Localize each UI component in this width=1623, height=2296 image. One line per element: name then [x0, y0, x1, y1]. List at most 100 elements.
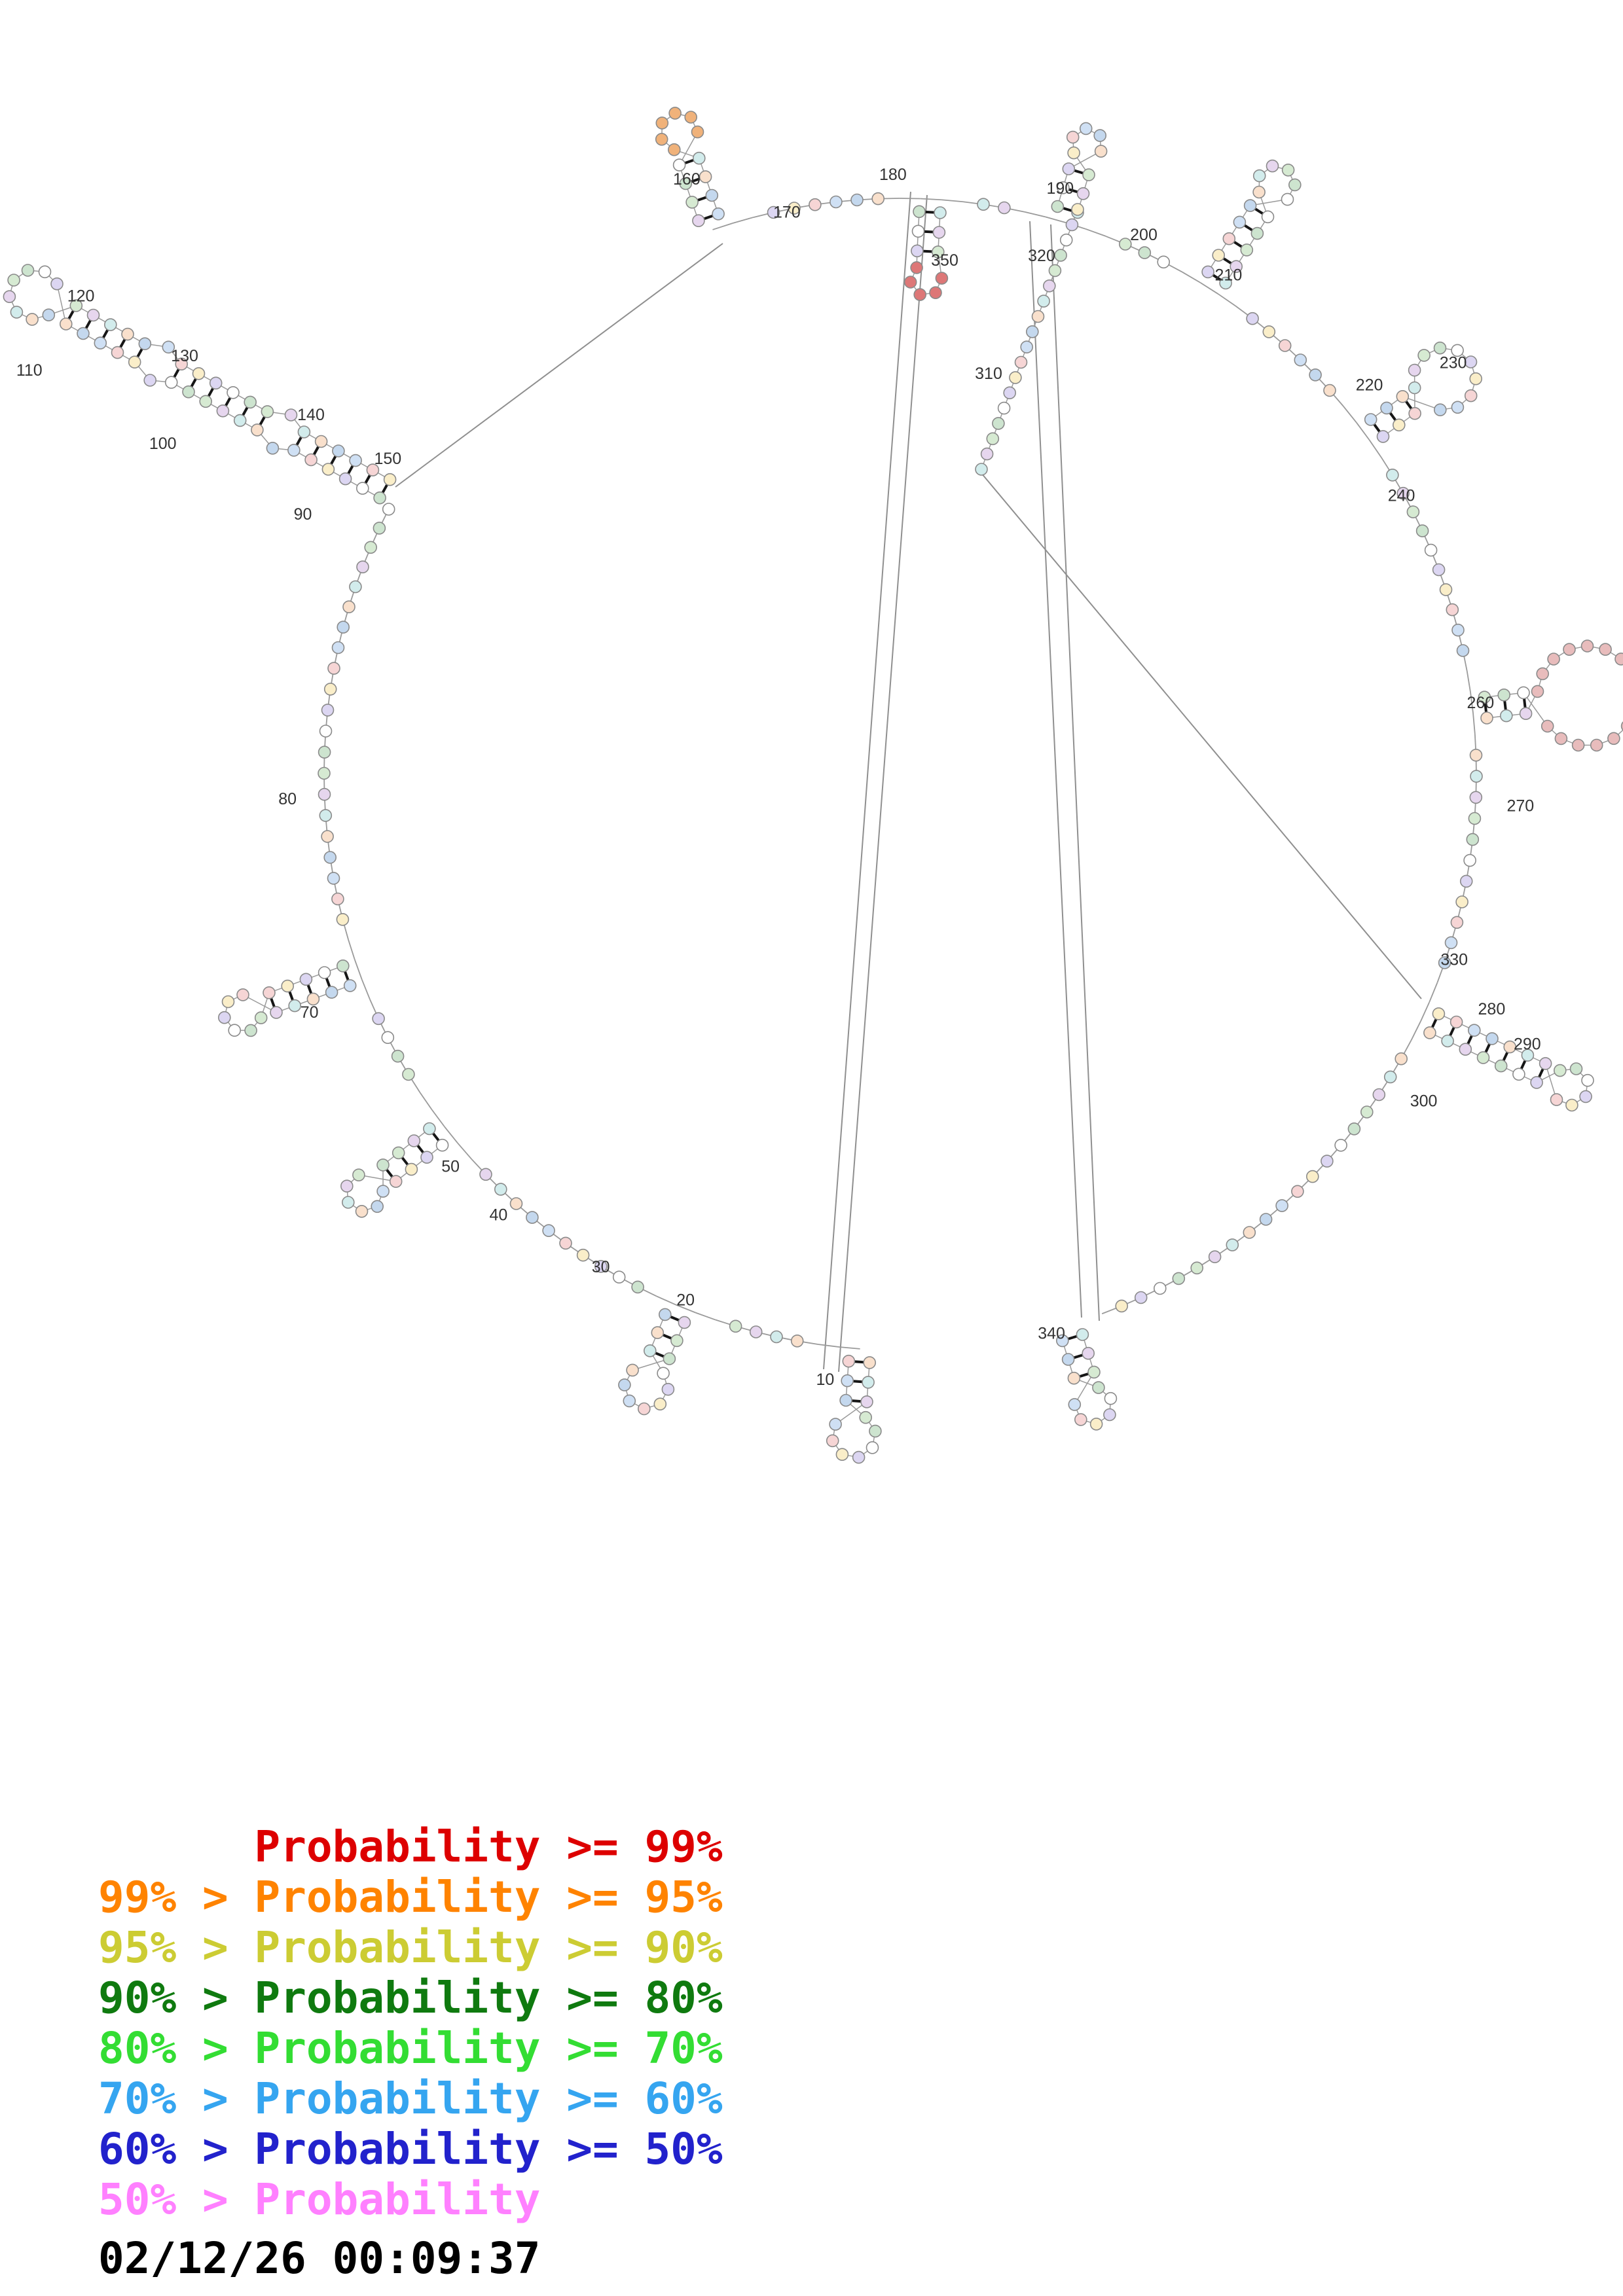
nucleotide-dot	[1539, 1057, 1552, 1070]
nucleotide-dot	[373, 522, 386, 535]
nucleotide-dot	[1466, 833, 1480, 846]
nucleotide-dot	[251, 423, 264, 437]
nucleotide-dot	[1554, 732, 1568, 745]
nucleotide-dot	[343, 979, 357, 992]
nucleotide-dot	[1082, 1346, 1095, 1360]
nucleotide-dot	[975, 463, 988, 476]
position-label: 330	[1440, 950, 1468, 969]
nucleotide-dot	[790, 1335, 804, 1348]
nucleotide-dot	[1201, 265, 1214, 279]
nucleotide-dot	[1190, 1261, 1203, 1275]
nucleotide-dot	[209, 376, 223, 390]
nucleotide-dot	[1376, 430, 1390, 443]
nucleotide-dot	[1334, 1139, 1347, 1152]
nucleotide-dot	[407, 1134, 421, 1147]
rna-secondary-structure-diagram: 10 20 30 40 50 70 80 90 100 110 120 130 140 150 160 170…	[3, 107, 1623, 1464]
nucleotide-dot	[217, 1011, 231, 1024]
nucleotide-dot	[657, 1367, 670, 1380]
nucleotide-dot	[1599, 643, 1612, 656]
nucleotide-dot	[10, 306, 24, 319]
nucleotide-dot	[26, 313, 39, 326]
nucleotide-dot	[1478, 691, 1491, 704]
nucleotide-dot	[86, 308, 100, 322]
position-label: 210	[1215, 266, 1243, 284]
nucleotide-dot	[678, 1316, 691, 1329]
nucleotide-dot	[1620, 721, 1623, 731]
nucleotide-dot	[164, 376, 178, 389]
nucleotide-dot	[691, 125, 704, 139]
nucleotide-dot	[284, 408, 298, 422]
nucleotide-dot	[986, 432, 1000, 446]
nucleotide-dot	[182, 385, 195, 399]
nucleotide-dot	[997, 401, 1011, 415]
nucleotide-dot	[1497, 689, 1510, 702]
nucleotide-dot	[383, 473, 397, 486]
nucleotide-dot	[1056, 1334, 1069, 1348]
nucleotide-dot	[1065, 218, 1079, 232]
nucleotide-dot	[1281, 192, 1294, 206]
nucleotide-dot	[911, 224, 925, 238]
nucleotide-dot	[1119, 238, 1132, 251]
nucleotide-dot	[1417, 349, 1431, 362]
nucleotide-dot	[331, 641, 345, 655]
nucleotide-dot	[712, 207, 725, 221]
nucleotide-dot	[1434, 403, 1447, 417]
nucleotide-dot	[325, 986, 338, 999]
position-label: 40	[489, 1206, 507, 1225]
nucleotide-dot	[1261, 210, 1275, 224]
nucleotide-dot	[637, 1402, 651, 1416]
nucleotide-dot	[829, 1418, 842, 1431]
nucleotide-dot	[373, 491, 386, 505]
nucleotide-dot	[1480, 711, 1493, 725]
position-label: 100	[149, 435, 177, 453]
nucleotide-dot	[863, 1356, 876, 1369]
nucleotide-dot	[594, 1260, 608, 1273]
position-label: 90	[294, 505, 312, 524]
nucleotide-dot	[318, 766, 331, 780]
nucleotide-dot	[729, 1319, 742, 1333]
position-label: 300	[1410, 1092, 1438, 1110]
nucleotide-dot	[699, 170, 712, 183]
nucleotide-dot	[679, 177, 693, 190]
nucleotide-dot	[932, 226, 946, 239]
nucleotide-dot	[1444, 936, 1458, 950]
nucleotide-dot	[1486, 1032, 1499, 1045]
nucleotide-dot	[323, 851, 337, 864]
legend-entry: Probability >= 99%	[98, 1821, 723, 1872]
nucleotide-dot	[830, 195, 843, 209]
nucleotide-dot	[332, 444, 345, 457]
nucleotide-dot	[526, 1211, 539, 1224]
position-label: 180	[879, 166, 907, 184]
nucleotide-dot	[143, 374, 156, 387]
nucleotide-dot	[228, 1024, 242, 1037]
legend-entry: 95% > Probability >= 90%	[98, 1922, 723, 1973]
nucleotide-dot	[263, 986, 276, 999]
nucleotide-dot	[1360, 1105, 1374, 1119]
nucleotide-dot	[236, 988, 249, 1001]
nucleotide-dot	[693, 151, 706, 165]
nucleotide-dot	[980, 447, 994, 461]
nucleotide-dot	[392, 1146, 405, 1160]
position-label: 230	[1440, 354, 1467, 372]
nucleotide-dot	[1469, 372, 1482, 386]
position-label: 130	[171, 347, 198, 365]
nucleotide-dot	[1288, 178, 1302, 192]
nucleotide-dot	[841, 1374, 854, 1388]
nucleotide-dot	[1550, 1093, 1563, 1106]
nucleotide-dot	[1512, 1067, 1525, 1081]
nucleotide-dot	[658, 1308, 672, 1321]
nucleotide-dot	[1068, 1398, 1082, 1411]
position-label: 190	[1046, 179, 1074, 198]
nucleotide-dot	[1432, 1007, 1446, 1020]
nucleotide-dot	[1278, 339, 1292, 352]
nucleotide-dot	[661, 1382, 675, 1396]
nucleotide-dot	[319, 725, 333, 738]
nucleotide-dot	[1321, 1155, 1334, 1168]
nucleotide-dot	[1066, 130, 1080, 144]
nucleotide-dot	[913, 288, 926, 301]
nucleotide-dot	[1469, 791, 1483, 804]
nucleotide-dot	[992, 417, 1005, 430]
nucleotide-dot	[1020, 340, 1033, 354]
nucleotide-dot	[1294, 353, 1307, 367]
position-label: 290	[1514, 1035, 1541, 1053]
